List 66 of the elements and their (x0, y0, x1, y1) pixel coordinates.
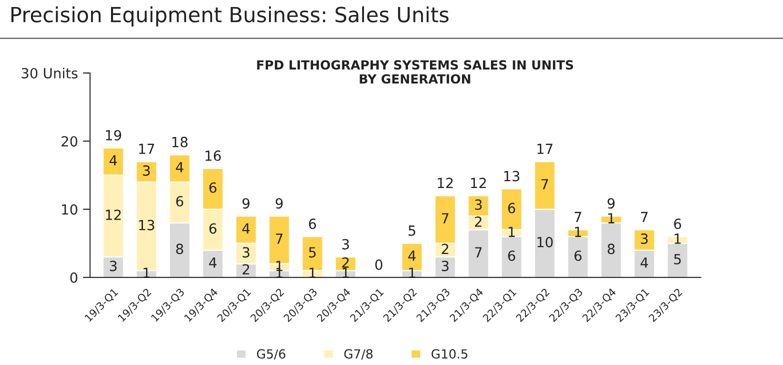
data-label: 3 (442, 260, 449, 272)
chart-title: Precision Equipment Business: Sales Units (11, 6, 449, 27)
data-label: 6 (176, 196, 184, 206)
data-label: 5 (674, 254, 681, 264)
data-label: 7 (542, 179, 548, 190)
data-label: 8 (608, 244, 615, 254)
data-label: 4 (209, 257, 216, 268)
data-label: 3 (110, 260, 117, 272)
data-label: 2 (442, 244, 448, 254)
data-label: 6 (508, 250, 516, 261)
data-label: 1 (144, 268, 150, 278)
total-label: 17 (139, 144, 154, 154)
total-label: 19 (106, 130, 122, 140)
data-label: 1 (674, 234, 681, 244)
legend-label: G5/6 (256, 349, 286, 360)
y-tick-label: 20 (62, 136, 78, 147)
data-label: 6 (209, 182, 216, 193)
data-label: 4 (408, 250, 416, 261)
data-label: 13 (139, 220, 154, 230)
data-label: 1 (310, 268, 316, 278)
total-label: 7 (574, 212, 582, 222)
data-label: 6 (508, 202, 516, 214)
total-label: 0 (375, 259, 382, 270)
total-label: 17 (537, 144, 552, 154)
y-tick-label: 10 (62, 204, 78, 215)
total-label: 9 (242, 198, 250, 209)
data-label: 1 (508, 226, 515, 237)
total-label: 18 (172, 136, 188, 148)
data-label: 3 (242, 247, 250, 258)
data-label: 7 (276, 234, 282, 244)
data-label: 2 (342, 257, 349, 268)
data-label: 3 (475, 199, 482, 210)
data-label: 7 (442, 213, 448, 224)
total-label: 9 (608, 198, 615, 209)
total-label: 16 (206, 150, 221, 161)
data-label: 1 (409, 268, 416, 278)
data-label: 2 (474, 216, 482, 227)
total-label: 3 (342, 238, 349, 250)
data-label: 4 (640, 257, 648, 268)
data-label: 7 (475, 247, 482, 258)
total-label: 6 (308, 218, 316, 230)
data-label: 12 (106, 210, 121, 220)
data-label: 3 (143, 165, 150, 176)
total-label: 7 (641, 212, 648, 222)
data-label: 4 (176, 162, 184, 172)
y-tick-label: 30 Units (22, 68, 78, 78)
legend-label: G10.5 (432, 349, 468, 359)
data-label: 4 (110, 155, 117, 166)
data-label: 6 (574, 250, 582, 261)
total-label: 12 (438, 178, 453, 188)
data-label: 8 (176, 244, 184, 254)
data-label: 4 (242, 223, 250, 234)
data-label: 2 (242, 264, 250, 274)
data-label: 10 (537, 236, 553, 248)
chart-subtitle: FPD LITHOGRAPHY SYSTEMS SALES IN UNITS BY GENERATION (257, 60, 574, 84)
total-label: 6 (674, 218, 682, 230)
legend-label: G7/8 (344, 349, 373, 360)
y-tick-label: 0 (70, 272, 78, 283)
data-label: 3 (641, 233, 648, 244)
total-label: 13 (504, 170, 520, 182)
total-label: 5 (408, 226, 416, 236)
total-label: 12 (471, 178, 486, 188)
data-label: 6 (209, 223, 216, 234)
data-label: 5 (309, 247, 316, 258)
total-label: 9 (276, 198, 283, 209)
data-label: 1 (342, 268, 349, 278)
